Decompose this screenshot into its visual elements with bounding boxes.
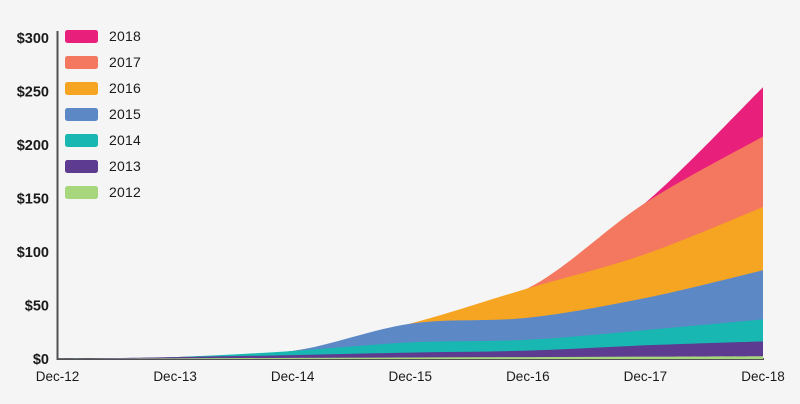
- legend-label: 2018: [109, 28, 141, 44]
- legend-item-2012: 2012: [65, 184, 141, 200]
- x-axis-tick-label: Dec-16: [506, 369, 550, 384]
- legend-swatch-2014: [65, 133, 98, 147]
- legend-label: 2016: [109, 80, 141, 96]
- y-axis-tick-label: $300: [17, 31, 49, 47]
- legend-swatch-2013: [65, 159, 98, 173]
- legend-item-2013: 2013: [65, 158, 141, 174]
- legend-label: 2014: [109, 132, 141, 148]
- y-axis-tick-label: $200: [17, 138, 49, 154]
- area-2012: [57, 356, 763, 359]
- y-axis-tick-label: $100: [17, 245, 49, 261]
- x-axis-tick-label: Dec-17: [624, 369, 668, 384]
- legend-item-2018: 2018: [65, 28, 141, 44]
- x-axis-tick-label: Dec-13: [153, 369, 197, 384]
- legend-label: 2012: [109, 184, 141, 200]
- y-axis-tick-label: $50: [25, 299, 49, 315]
- y-axis-tick-label: $250: [17, 85, 49, 101]
- y-axis-tick-label: $150: [17, 192, 49, 208]
- legend-item-2016: 2016: [65, 80, 141, 96]
- x-axis-tick-label: Dec-18: [741, 369, 785, 384]
- legend-swatch-2016: [65, 81, 98, 95]
- legend-swatch-2012: [65, 185, 98, 199]
- legend-swatch-2017: [65, 55, 98, 69]
- x-axis-tick-label: Dec-14: [271, 369, 315, 384]
- legend-swatch-2015: [65, 107, 98, 121]
- area-2013: [57, 341, 763, 359]
- legend-swatch-2018: [65, 29, 98, 43]
- legend-item-2015: 2015: [65, 106, 141, 122]
- legend-item-2017: 2017: [65, 54, 141, 70]
- legend-label: 2017: [109, 54, 141, 70]
- x-axis-tick-label: Dec-15: [388, 369, 432, 384]
- y-axis-tick-label: $0: [33, 352, 49, 368]
- legend-label: 2013: [109, 158, 141, 174]
- x-axis-tick-label: Dec-12: [36, 369, 80, 384]
- legend-item-2014: 2014: [65, 132, 141, 148]
- legend-label: 2015: [109, 106, 141, 122]
- chart-legend: 2018 2017 2016 2015 2014 2013 2012: [65, 28, 141, 200]
